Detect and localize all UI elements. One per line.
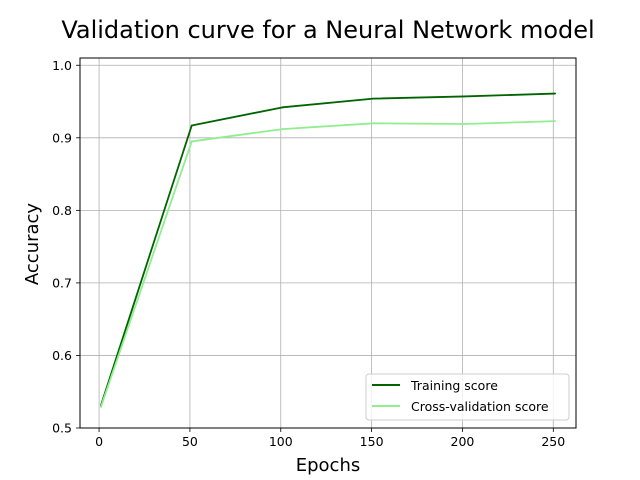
cross-validation-score-point [99, 406, 102, 408]
x-tick-label: 250 [541, 434, 565, 449]
training-score-point [372, 97, 375, 100]
y-tick-label: 0.6 [52, 348, 72, 363]
cross-validation-score-line [100, 120, 556, 408]
chart-title: Validation curve for a Neural Network mo… [61, 16, 594, 44]
y-tick-label: 0.7 [52, 275, 72, 290]
x-tick-label: 50 [182, 434, 198, 449]
legend-box [365, 373, 570, 421]
cross-validation-score-point [281, 128, 284, 130]
training-score-point [281, 106, 284, 109]
y-tick-label: 0.9 [52, 130, 72, 145]
x-axis-label: Epochs [296, 455, 361, 476]
x-tick-label: 0 [95, 434, 103, 449]
grid-lines [80, 58, 576, 429]
plot-series [99, 92, 557, 408]
plot-frame [79, 57, 577, 429]
x-tick-label: 200 [451, 434, 475, 449]
y-tick-label: 1.0 [52, 58, 72, 73]
y-tick-label: 0.5 [52, 421, 72, 436]
cross-validation-score-point [372, 122, 375, 125]
x-tick-label: 150 [360, 434, 384, 449]
y-tick-label: 0.8 [52, 203, 72, 218]
y-axis-label: Accuracy [22, 203, 43, 286]
cross-validation-score-point [463, 123, 466, 125]
legend: Training score Cross-validation score [365, 373, 570, 421]
training-score-point [190, 124, 193, 127]
legend-label-training: Training score [410, 378, 498, 393]
cross-validation-score-point [190, 140, 193, 143]
axis-ticks: 0 50 100 150 200 250 0.5 0.6 0.7 0.8 0.9 1.0 [52, 58, 565, 449]
cross-validation-score-point [554, 120, 557, 123]
training-score-point [554, 92, 557, 95]
legend-label-cross-validation: Cross-validation score [411, 399, 549, 414]
x-tick-label: 100 [269, 434, 293, 449]
training-score-line [100, 92, 556, 406]
training-score-point [463, 95, 466, 98]
